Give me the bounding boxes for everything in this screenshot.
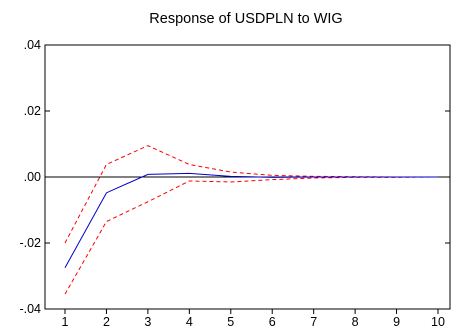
x-axis: 1 2 3 4 5 6 7 8 9 10	[62, 309, 445, 329]
x-tick-label: 4	[186, 315, 193, 329]
y-tick-label: .00	[24, 170, 41, 184]
y-tick-label: .04	[24, 38, 41, 52]
x-tick-label: 8	[352, 315, 359, 329]
series-line-upper-band	[64, 145, 438, 244]
y-tick-label: -.02	[19, 236, 41, 250]
x-tick-label: 9	[393, 315, 400, 329]
x-tick-label: 7	[310, 315, 317, 329]
x-tick-label: 3	[144, 315, 151, 329]
series-layer	[64, 145, 439, 295]
y-tick-label: -.04	[19, 302, 41, 316]
chart-title: Response of USDPLN to WIG	[149, 11, 342, 27]
x-tick-label: 1	[62, 315, 69, 329]
x-tick-label: 6	[269, 315, 276, 329]
x-tick-label: 10	[431, 315, 445, 329]
y-tick-label: .02	[24, 104, 41, 118]
y-axis: .04 .02 .00 -.02 -.04	[19, 38, 450, 316]
x-tick-label: 5	[227, 315, 234, 329]
series-line-lower-band	[64, 176, 439, 295]
series-line-response	[64, 172, 438, 268]
x-tick-label: 2	[103, 315, 110, 329]
